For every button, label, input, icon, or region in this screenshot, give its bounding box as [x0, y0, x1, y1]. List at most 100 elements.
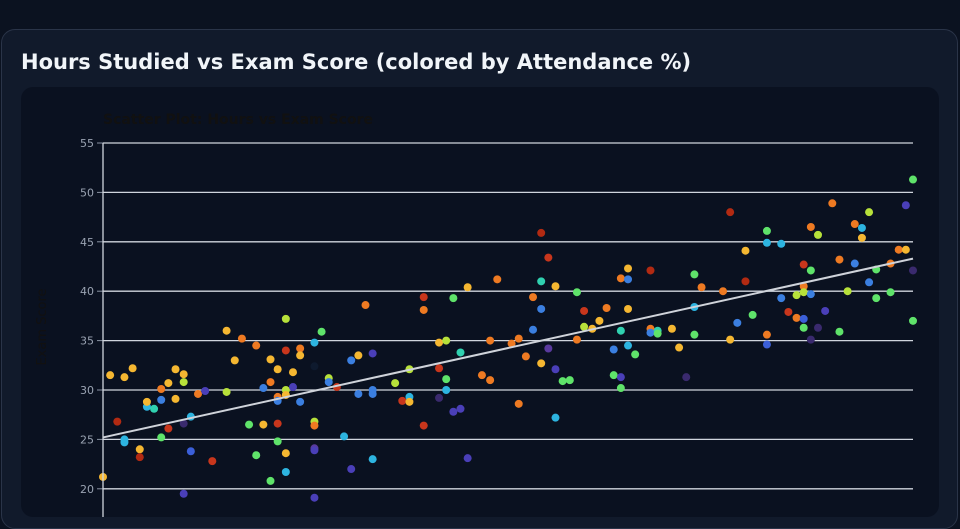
data-point — [435, 338, 444, 347]
data-point — [222, 326, 231, 335]
data-point — [886, 288, 895, 297]
data-point — [653, 329, 662, 338]
data-point — [806, 222, 815, 231]
data-point — [799, 288, 808, 297]
data-point — [537, 277, 546, 286]
data-point — [281, 314, 290, 323]
data-point — [580, 322, 589, 331]
data-point — [857, 233, 866, 242]
trendline-group — [102, 257, 914, 439]
data-point — [186, 447, 195, 456]
data-point — [391, 379, 400, 388]
data-point — [719, 287, 728, 296]
data-point — [222, 387, 231, 396]
data-point — [762, 226, 771, 235]
data-point — [872, 294, 881, 303]
scatter-chart: 20 25 30 35 40 45 50 55 Scatter Plot: Hours vs … — [35, 112, 917, 517]
data-point — [762, 340, 771, 349]
data-point — [435, 364, 444, 373]
data-point — [273, 365, 282, 374]
data-point — [609, 371, 618, 380]
data-point — [799, 260, 808, 269]
data-point — [690, 270, 699, 279]
data-point — [514, 399, 523, 408]
data-point — [901, 201, 910, 210]
data-point — [405, 397, 414, 406]
data-point — [616, 274, 625, 283]
data-point — [909, 175, 917, 184]
data-point — [237, 334, 246, 343]
data-point — [909, 266, 917, 275]
data-point — [171, 394, 180, 403]
data-point — [624, 341, 633, 350]
data-point — [273, 437, 282, 446]
data-point — [865, 208, 874, 217]
data-point — [843, 287, 852, 296]
grid-lines — [97, 142, 913, 490]
data-point — [814, 230, 823, 239]
data-point — [310, 421, 319, 430]
data-point — [310, 362, 319, 371]
plot-card: 20 25 30 35 40 45 50 55 Scatter Plot: Hours vs … — [21, 87, 939, 517]
data-point — [120, 373, 129, 382]
data-point — [544, 253, 553, 262]
data-point — [296, 397, 305, 406]
data-point — [179, 370, 188, 379]
data-point — [442, 375, 451, 384]
data-point — [296, 344, 305, 353]
data-point — [537, 359, 546, 368]
y-tick-labels: 20 25 30 35 40 45 50 55 — [80, 137, 94, 496]
data-point — [646, 266, 655, 275]
data-point — [697, 283, 706, 292]
data-point — [442, 336, 451, 345]
data-point — [493, 275, 502, 284]
data-point — [690, 330, 699, 339]
data-point — [179, 489, 188, 498]
data-point — [814, 323, 823, 332]
data-point — [616, 384, 625, 393]
data-point — [368, 389, 377, 398]
data-point — [288, 383, 297, 392]
data-point — [806, 335, 815, 344]
data-point — [266, 476, 275, 485]
data-point — [347, 356, 356, 365]
data-point — [164, 424, 173, 433]
data-point — [281, 449, 290, 458]
data-point — [354, 351, 363, 360]
data-point — [726, 208, 735, 217]
data-point — [201, 386, 210, 395]
data-point — [193, 389, 202, 398]
data-point — [572, 288, 581, 297]
data-point — [595, 316, 604, 325]
y-tick-label: 40 — [80, 285, 94, 298]
data-point — [865, 278, 874, 287]
data-point — [150, 404, 159, 413]
data-point — [259, 384, 268, 393]
data-point — [398, 396, 407, 405]
data-point — [733, 318, 742, 327]
data-point — [252, 451, 261, 460]
data-point — [449, 294, 458, 303]
data-point — [419, 421, 428, 430]
data-point — [120, 438, 129, 447]
data-point — [741, 277, 750, 286]
y-tick-label: 50 — [80, 186, 94, 199]
data-point — [901, 245, 910, 254]
data-point — [486, 336, 495, 345]
y-tick-label: 45 — [80, 236, 94, 249]
data-point — [259, 420, 268, 429]
data-point — [835, 255, 844, 264]
data-point — [157, 395, 166, 404]
data-point — [456, 348, 465, 357]
data-point — [281, 468, 290, 477]
data-point — [537, 228, 546, 237]
data-point — [675, 343, 684, 352]
data-point — [208, 457, 217, 466]
data-point — [806, 290, 815, 299]
data-point — [514, 334, 523, 343]
data-point — [850, 220, 859, 229]
data-point — [368, 349, 377, 358]
data-point — [726, 335, 735, 344]
data-point — [616, 326, 625, 335]
data-point — [529, 293, 538, 302]
